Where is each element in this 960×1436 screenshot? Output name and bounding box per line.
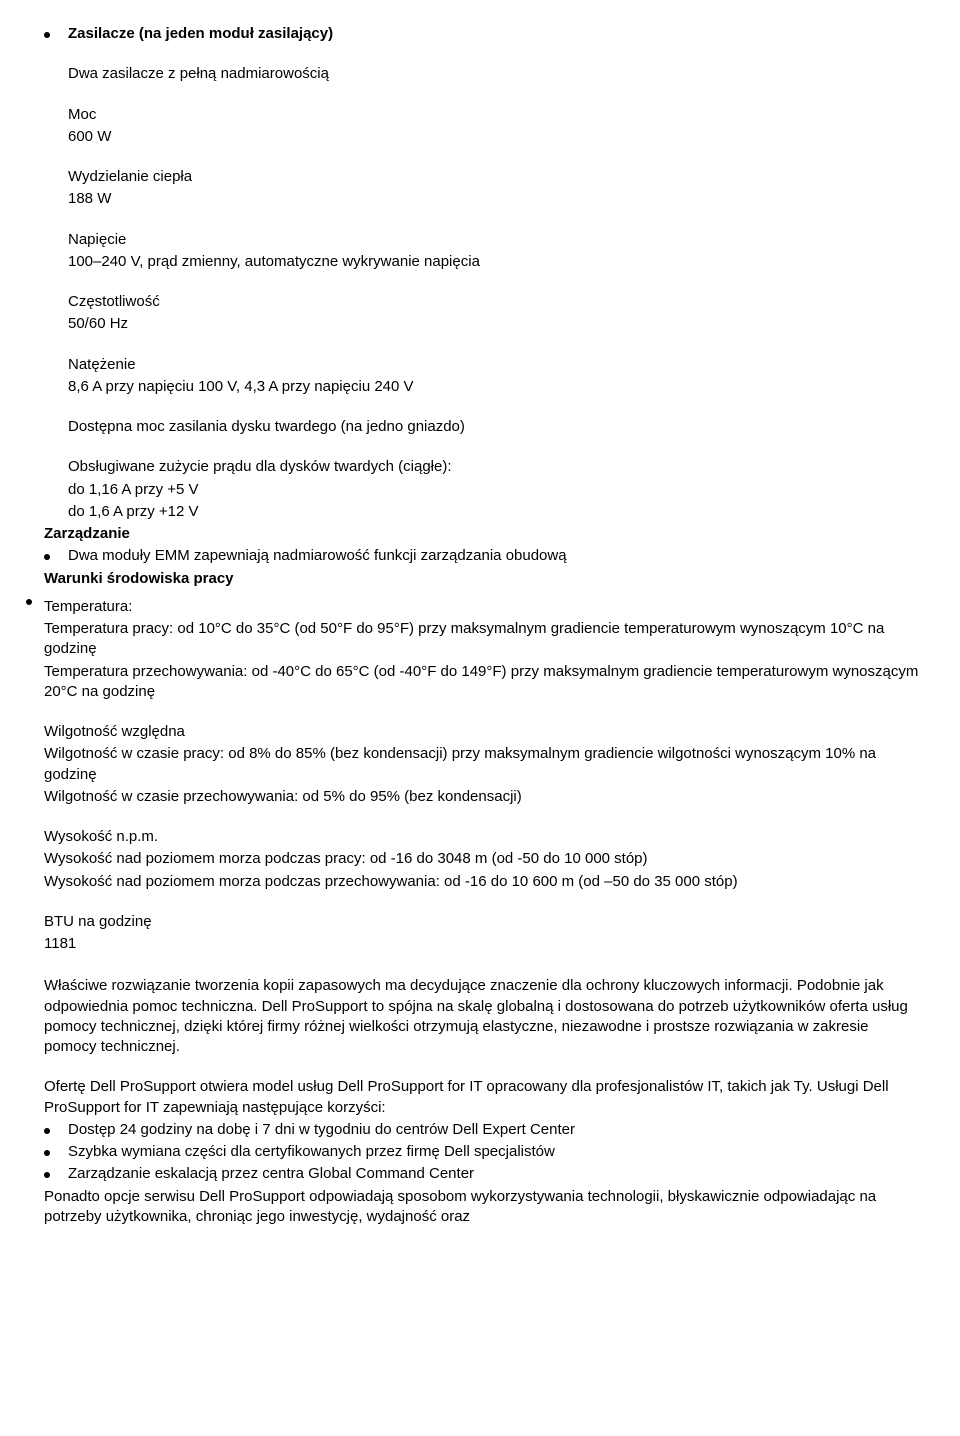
hdd-power-line2: do 1,16 A przy +5 V	[68, 480, 924, 500]
altitude-heading: Wysokość n.p.m.	[44, 827, 924, 847]
management-bullet-text: Dwa moduły EMM zapewniają nadmiarowość f…	[68, 546, 567, 566]
altitude-storage: Wysokość nad poziomem morza podczas prze…	[44, 872, 924, 892]
benefit-row-1: Dostęp 24 godziny na dobę i 7 dni w tygo…	[44, 1120, 924, 1140]
current-value: 8,6 A przy napięciu 100 V, 4,3 A przy na…	[68, 377, 924, 397]
freq-value: 50/60 Hz	[68, 314, 924, 334]
bullet-icon	[44, 1128, 50, 1134]
temperature-heading: Temperatura:	[44, 597, 924, 617]
power-value: 600 W	[68, 127, 924, 147]
bullet-icon	[26, 599, 32, 605]
temperature-operating: Temperatura pracy: od 10°C do 35°C (od 5…	[44, 619, 924, 660]
management-heading: Zarządzanie	[44, 524, 924, 544]
hdd-power-line1: Obsługiwane zużycie prądu dla dysków twa…	[68, 457, 924, 477]
env-bullet-row: Temperatura: Temperatura pracy: od 10°C …	[44, 591, 924, 957]
current-label: Natężenie	[68, 355, 924, 375]
benefit-row-3: Zarządzanie eskalacją przez centra Globa…	[44, 1164, 924, 1184]
benefit-row-2: Szybka wymiana części dla certyfikowanyc…	[44, 1142, 924, 1162]
hdd-power-line3: do 1,6 A przy +12 V	[68, 502, 924, 522]
benefit-text-2: Szybka wymiana części dla certyfikowanyc…	[68, 1142, 555, 1162]
benefit-text-1: Dostęp 24 godziny na dobę i 7 dni w tygo…	[68, 1120, 575, 1140]
prosupport-outro: Ponadto opcje serwisu Dell ProSupport od…	[44, 1187, 924, 1228]
prosupport-it-heading: Ofertę Dell ProSupport otwiera model usł…	[44, 1077, 924, 1118]
voltage-label: Napięcie	[68, 230, 924, 250]
bullet-icon	[44, 1150, 50, 1156]
freq-label: Częstotliwość	[68, 292, 924, 312]
heat-value: 188 W	[68, 189, 924, 209]
management-bullet-row: Dwa moduły EMM zapewniają nadmiarowość f…	[44, 546, 924, 566]
humidity-operating: Wilgotność w czasie pracy: od 8% do 85% …	[44, 744, 924, 785]
power-label: Moc	[68, 105, 924, 125]
btu-value: 1181	[44, 934, 924, 954]
btu-label: BTU na godzinę	[44, 912, 924, 932]
bullet-icon	[44, 32, 50, 38]
temperature-storage: Temperatura przechowywania: od -40°C do …	[44, 662, 924, 703]
heat-label: Wydzielanie ciepła	[68, 167, 924, 187]
psu-redundancy: Dwa zasilacze z pełną nadmiarowością	[68, 64, 924, 84]
voltage-value: 100–240 V, prąd zmienny, automatyczne wy…	[68, 252, 924, 272]
psu-heading: Zasilacze (na jeden moduł zasilający)	[68, 24, 333, 44]
env-heading: Warunki środowiska pracy	[44, 569, 924, 589]
benefit-text-3: Zarządzanie eskalacją przez centra Globa…	[68, 1164, 474, 1184]
humidity-heading: Wilgotność względna	[44, 722, 924, 742]
altitude-operating: Wysokość nad poziomem morza podczas prac…	[44, 849, 924, 869]
bullet-icon	[44, 554, 50, 560]
prosupport-intro: Właściwe rozwiązanie tworzenia kopii zap…	[44, 976, 924, 1057]
humidity-storage: Wilgotność w czasie przechowywania: od 5…	[44, 787, 924, 807]
psu-heading-row: Zasilacze (na jeden moduł zasilający)	[44, 24, 924, 44]
bullet-icon	[44, 1172, 50, 1178]
hdd-power-label: Dostępna moc zasilania dysku twardego (n…	[68, 417, 924, 437]
